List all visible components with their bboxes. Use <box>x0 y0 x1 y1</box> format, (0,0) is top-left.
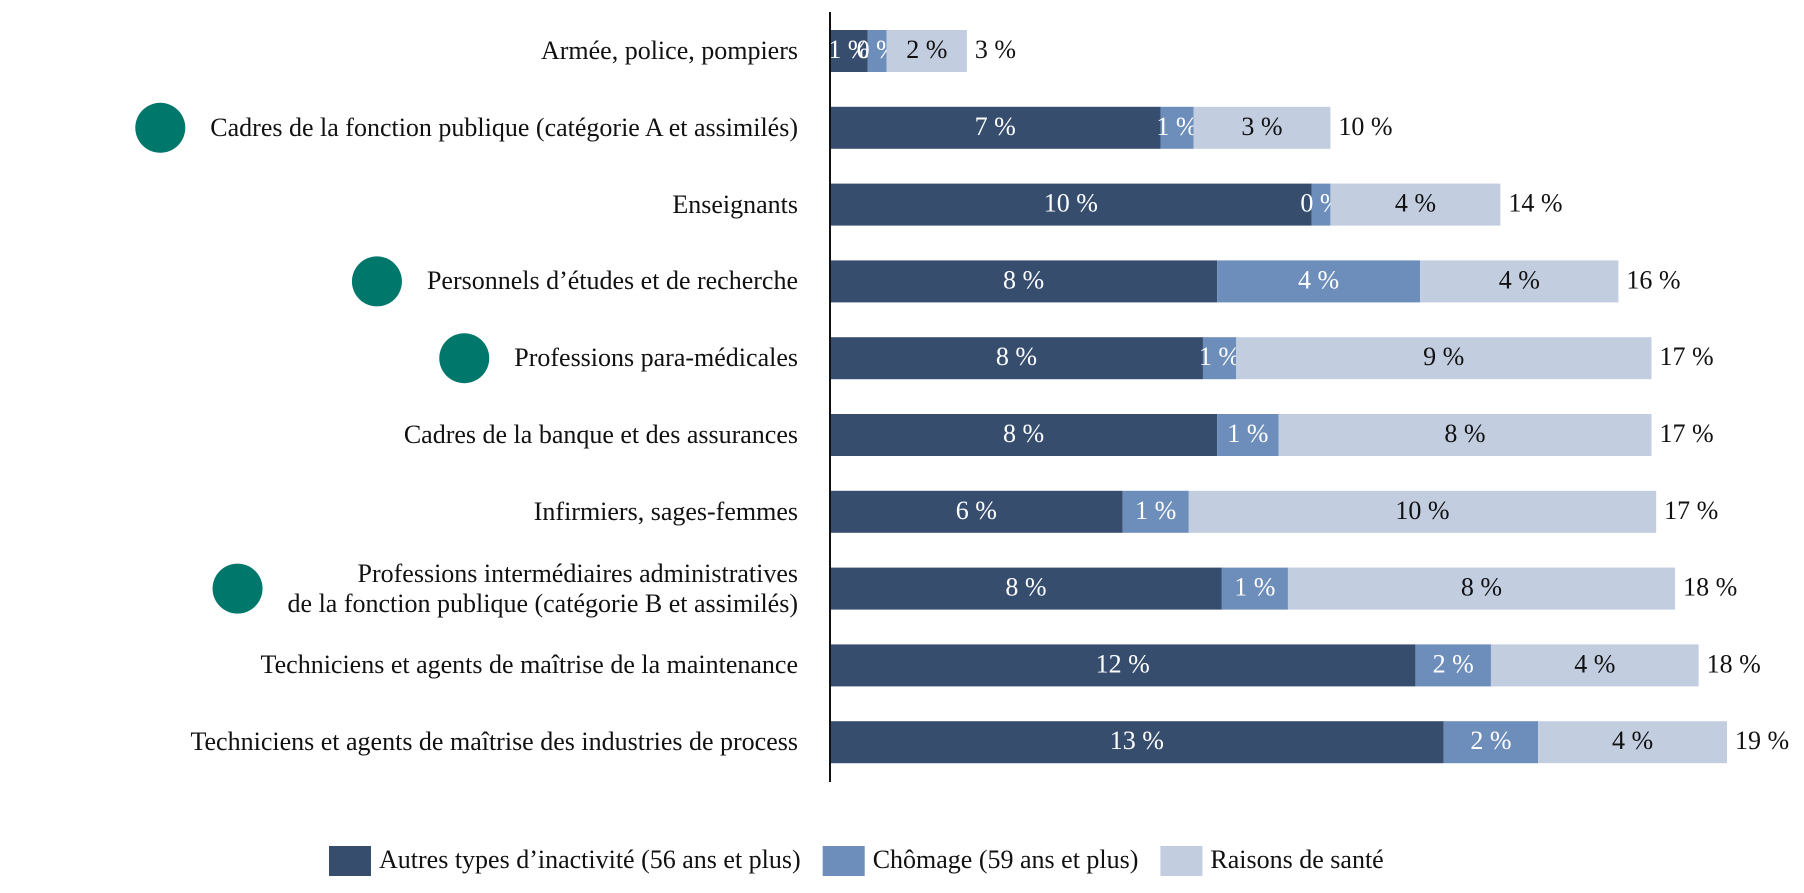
value-label: 4 % <box>1574 649 1615 678</box>
value-label: 2 % <box>1433 649 1474 678</box>
total-label: 3 % <box>975 35 1016 64</box>
value-label: 10 % <box>1395 496 1449 525</box>
bar-segment <box>1311 183 1331 226</box>
bar-segment <box>830 721 1444 764</box>
value-label: 4 % <box>1499 265 1540 294</box>
value-label: 4 % <box>1395 189 1436 218</box>
bar-segment <box>1188 490 1657 533</box>
legend-label: Autres types d’inactivité (56 ans et plu… <box>379 845 801 874</box>
bar-segment <box>1420 260 1619 303</box>
value-label: 8 % <box>996 342 1037 371</box>
total-label: 19 % <box>1735 726 1789 755</box>
value-label: 7 % <box>975 112 1016 141</box>
category-label: Techniciens et agents de maîtrise de la … <box>260 650 798 680</box>
category-label: Cadres de la fonction publique (catégori… <box>210 112 798 142</box>
bar-segment <box>830 106 1161 149</box>
legend-label: Chômage (59 ans et plus) <box>873 845 1139 874</box>
bar-segment <box>1193 106 1331 149</box>
category-label: Armée, police, pompiers <box>540 36 798 65</box>
bar-segment <box>1221 567 1288 610</box>
legend-swatch <box>1160 846 1203 876</box>
bar-segment <box>830 337 1203 380</box>
bar-segment <box>1278 414 1652 456</box>
bar-segment <box>1122 490 1189 533</box>
total-label: 18 % <box>1707 649 1761 678</box>
bar-segment <box>830 490 1123 533</box>
total-label: 16 % <box>1626 265 1680 294</box>
value-label: 6 % <box>956 496 997 525</box>
bar-segment <box>886 30 967 72</box>
value-label: 1 % <box>1234 573 1275 602</box>
bar-segment <box>1160 106 1194 149</box>
total-label: 17 % <box>1659 419 1713 448</box>
legend-swatch <box>329 846 371 876</box>
bar-segment <box>1287 567 1676 610</box>
bar-segment <box>867 30 887 72</box>
category-label: Cadres de la banque et des assurances <box>403 420 798 449</box>
bar-segment <box>830 30 868 72</box>
value-label: 8 % <box>1005 573 1046 602</box>
value-label: 1 % <box>828 35 869 64</box>
category-label: Techniciens et agents de maîtrise des in… <box>190 727 798 757</box>
bar-segment <box>1217 414 1279 456</box>
bar-segment <box>830 260 1218 303</box>
total-label: 18 % <box>1683 573 1737 602</box>
category-label: Infirmiers, sages-femmes <box>533 496 798 526</box>
bar-segment <box>1202 337 1237 380</box>
value-label: 1 % <box>1156 112 1197 141</box>
bar-segment <box>1415 644 1491 687</box>
bar-segment <box>1236 337 1652 380</box>
total-label: 17 % <box>1659 342 1713 371</box>
category-label: Enseignants <box>672 189 798 219</box>
bar-segment <box>1490 644 1699 687</box>
value-label: 2 % <box>1470 726 1511 755</box>
highlight-dot <box>439 333 490 384</box>
value-label: 13 % <box>1110 726 1164 755</box>
bar-segment <box>830 567 1222 610</box>
bar-segment <box>830 183 1312 226</box>
value-label: 8 % <box>1003 265 1044 294</box>
value-label: 10 % <box>1044 189 1098 218</box>
legend-label: Raisons de santé <box>1210 845 1383 874</box>
value-label: 8 % <box>1444 419 1485 448</box>
category-label: Professions para-médicales <box>514 343 798 373</box>
highlight-dot <box>351 256 402 307</box>
total-label: 14 % <box>1508 189 1562 218</box>
bar-segment <box>1330 183 1501 226</box>
bar-segment <box>830 414 1218 456</box>
value-label: 8 % <box>1003 419 1044 448</box>
category-labels: Armée, police, pompiers Cadres de la fonc… <box>0 0 798 893</box>
bar-segment <box>1443 721 1539 764</box>
highlight-dot <box>135 102 186 153</box>
value-label: 2 % <box>906 35 947 64</box>
value-label: 4 % <box>1612 726 1653 755</box>
legend-swatch <box>822 846 865 876</box>
bar-segment <box>830 644 1416 687</box>
value-label: 1 % <box>1135 496 1176 525</box>
value-label: 3 % <box>1241 112 1282 141</box>
bar-segment <box>1538 721 1727 764</box>
category-label: Professions intermédiaires administrativ… <box>287 558 798 618</box>
value-label: 12 % <box>1096 649 1150 678</box>
value-label: 4 % <box>1298 265 1339 294</box>
value-label: 1 % <box>1227 419 1268 448</box>
value-label: 1 % <box>1199 342 1240 371</box>
total-label: 10 % <box>1338 112 1392 141</box>
total-label: 17 % <box>1664 496 1718 525</box>
value-label: 9 % <box>1423 342 1464 371</box>
value-label: 8 % <box>1461 573 1502 602</box>
category-label: Personnels d’études et de recherche <box>426 266 798 296</box>
bar-segment <box>1217 260 1421 303</box>
highlight-dot <box>212 563 263 614</box>
